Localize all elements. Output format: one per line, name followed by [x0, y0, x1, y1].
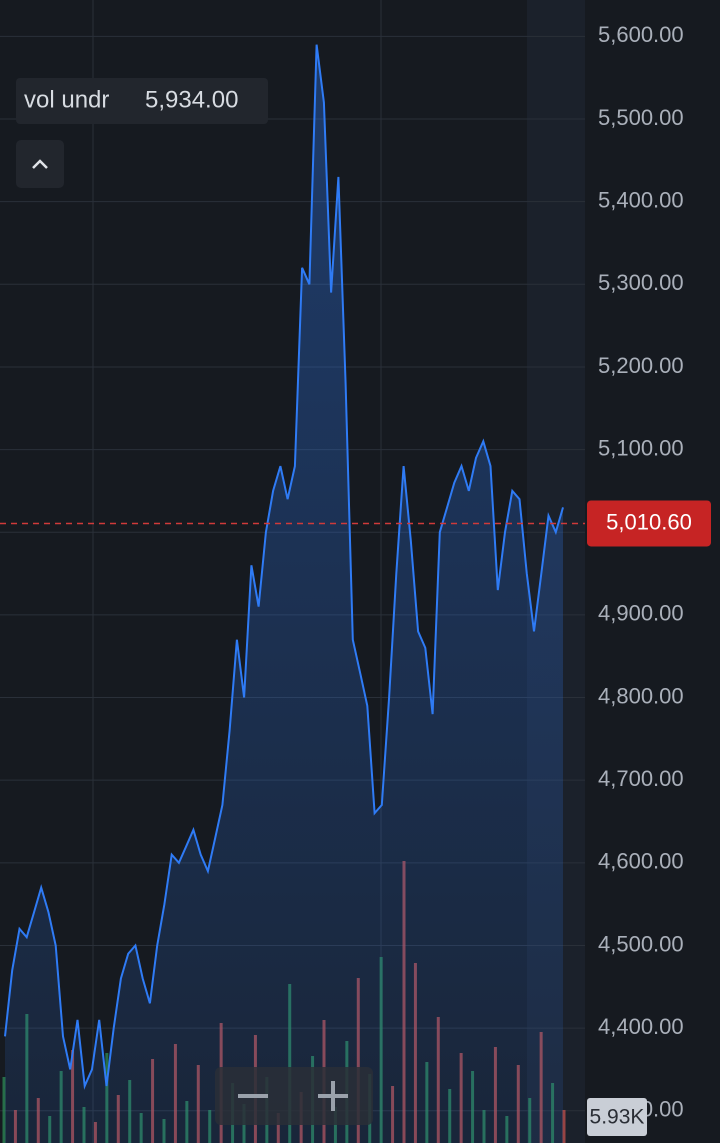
y-tick-label: 4,600.00	[598, 849, 684, 874]
y-tick-label: 4,500.00	[598, 931, 684, 956]
y-tick-label: 4,900.00	[598, 601, 684, 626]
volume-label-box	[587, 1098, 647, 1136]
collapse-icon	[32, 159, 48, 169]
area-fill	[5, 44, 563, 1143]
volume-bar	[2, 1077, 6, 1143]
legend-label: vol undr	[24, 86, 109, 113]
last-price-box	[587, 500, 711, 547]
y-tick-label: 5,600.00	[598, 22, 684, 47]
last-price-label: 5,010.60	[606, 509, 692, 534]
y-tick-label: 5,100.00	[598, 435, 684, 460]
price-line	[4, 44, 564, 1090]
collapse-button[interactable]	[16, 140, 64, 188]
y-tick-label: 5,300.00	[598, 270, 684, 295]
y-tick-label: 5,500.00	[598, 105, 684, 130]
volume-label: 5.93K	[590, 1106, 645, 1129]
y-tick-label: 4,400.00	[598, 1014, 684, 1039]
y-tick-label: 4,800.00	[598, 683, 684, 708]
y-tick-label: 5,200.00	[598, 353, 684, 378]
legend-value: 5,934.00	[145, 86, 238, 113]
volume-bar	[562, 1110, 566, 1143]
legend-box	[16, 78, 268, 124]
y-tick-label: 5,400.00	[598, 187, 684, 212]
y-tick-label: 4,700.00	[598, 766, 684, 791]
